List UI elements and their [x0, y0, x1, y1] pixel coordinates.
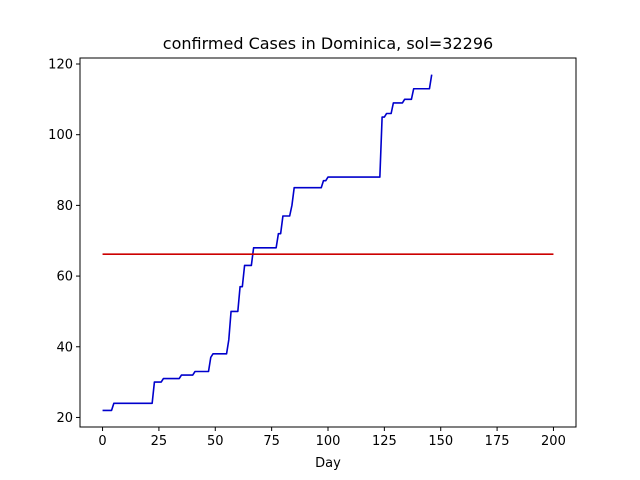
y-tick-label: 100 — [48, 128, 73, 143]
x-tick-label: 50 — [207, 434, 224, 449]
y-tick-label: 20 — [56, 411, 73, 426]
x-tick-label: 125 — [372, 434, 397, 449]
x-tick-label: 75 — [263, 434, 280, 449]
x-tick-label: 0 — [98, 434, 106, 449]
y-tick-label: 120 — [48, 58, 73, 73]
x-tick-label: 200 — [541, 434, 566, 449]
y-tick-label: 40 — [56, 340, 73, 355]
plot-area: 0 25 50 75 100 125 150 175 200 20 40 60 80 100 120 — [48, 57, 577, 449]
x-tick-label: 25 — [151, 434, 168, 449]
plot-frame — [79, 57, 577, 428]
y-tick-label: 80 — [56, 199, 73, 214]
chart-title: confirmed Cases in Dominica, sol=32296 — [163, 34, 493, 53]
y-tick-label: 60 — [56, 270, 73, 285]
series-line-0 — [102, 74, 433, 412]
x-tick-label: 100 — [316, 434, 341, 449]
x-axis-label: Day — [315, 456, 341, 471]
x-tick-label: 150 — [428, 434, 453, 449]
x-tick-label: 175 — [485, 434, 510, 449]
